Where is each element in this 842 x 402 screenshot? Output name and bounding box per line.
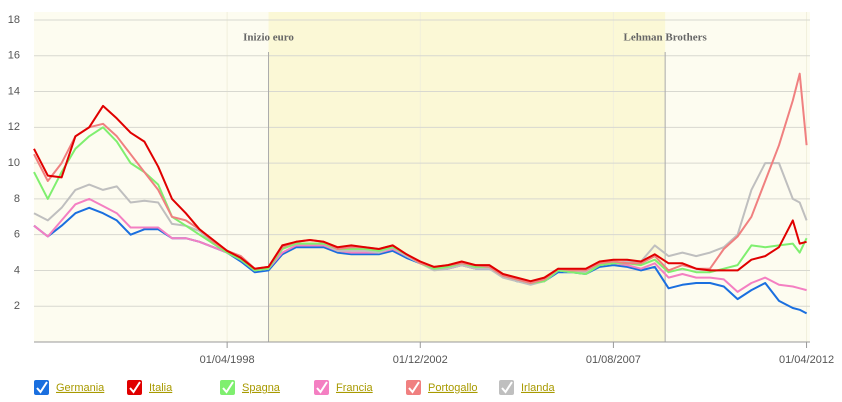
x-tick-label: 01/12/2002 <box>393 354 448 366</box>
x-tick-label: 01/04/2012 <box>779 354 834 366</box>
annotation-label: Lehman Brothers <box>624 32 708 44</box>
y-tick-label: 8 <box>14 193 20 205</box>
legend-label[interactable]: Germania <box>56 382 105 394</box>
legend-check <box>316 381 328 394</box>
y-tick-label: 18 <box>8 14 20 26</box>
y-tick-label: 16 <box>8 50 20 62</box>
legend-check <box>501 381 513 394</box>
legend-label[interactable]: Francia <box>336 382 374 394</box>
y-tick-label: 10 <box>8 157 20 169</box>
x-tick-label: 01/08/2007 <box>586 354 641 366</box>
legend-check <box>222 381 234 394</box>
legend-item[interactable]: Italia <box>127 380 173 395</box>
y-tick-label: 4 <box>14 264 20 276</box>
series-line <box>33 104 807 283</box>
legend-item[interactable]: Spagna <box>220 380 281 395</box>
legend-check <box>408 381 420 394</box>
y-tick-label: 14 <box>8 85 20 97</box>
legend-check <box>36 381 48 394</box>
legend-item[interactable]: Irlanda <box>499 380 556 395</box>
annotation-label: Inizio euro <box>243 32 294 44</box>
y-tick-label: 6 <box>14 229 20 241</box>
y-tick-label: 12 <box>8 121 20 133</box>
legend-label[interactable]: Irlanda <box>521 382 556 394</box>
legend-label[interactable]: Spagna <box>242 382 281 394</box>
legend-item[interactable]: Portogallo <box>406 380 478 395</box>
y-tick-label: 2 <box>14 300 20 312</box>
legend-label[interactable]: Portogallo <box>428 382 478 394</box>
x-tick-label: 01/04/1998 <box>200 354 255 366</box>
legend-item[interactable]: Germania <box>34 380 105 395</box>
highlight-band <box>268 12 666 342</box>
legend-label[interactable]: Italia <box>149 382 173 394</box>
legend-check <box>129 381 141 394</box>
legend-item[interactable]: Francia <box>314 380 374 395</box>
